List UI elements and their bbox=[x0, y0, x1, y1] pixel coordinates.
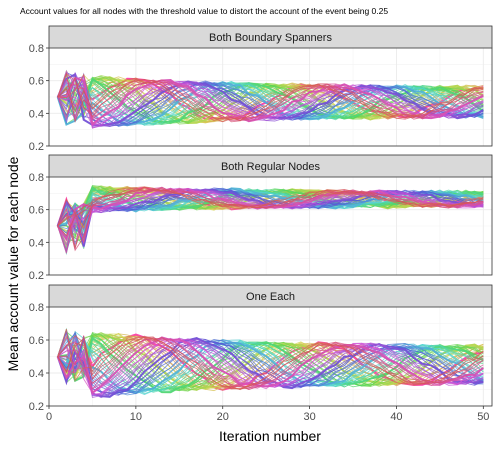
y-tick-label: 0.6 bbox=[29, 335, 44, 347]
facet-label: Both Boundary Spanners bbox=[209, 32, 332, 44]
y-tick-label: 0.4 bbox=[29, 237, 44, 249]
series-line bbox=[57, 81, 484, 129]
series-line bbox=[57, 333, 484, 396]
series-line bbox=[57, 336, 484, 390]
facet-label: Both Regular Nodes bbox=[221, 161, 321, 173]
y-tick-label: 0.6 bbox=[29, 76, 44, 88]
series-line bbox=[57, 71, 484, 123]
y-tick-label: 0.8 bbox=[29, 172, 44, 184]
series-line bbox=[57, 339, 484, 394]
panel-border bbox=[48, 47, 493, 147]
series-line bbox=[57, 79, 484, 120]
y-axis-title: Mean account value for each node bbox=[5, 156, 21, 371]
x-axis: 0 10 20 30 40 50 bbox=[46, 406, 489, 423]
y-tick-label: 0.2 bbox=[29, 270, 44, 282]
x-tick-label: 40 bbox=[390, 411, 402, 423]
series-line bbox=[57, 79, 484, 121]
series-line bbox=[57, 329, 484, 395]
panel-border bbox=[48, 306, 493, 407]
series-line bbox=[57, 77, 484, 123]
x-tick-label: 10 bbox=[130, 411, 142, 423]
y-tick-label: 0.6 bbox=[29, 205, 44, 217]
series-line bbox=[57, 76, 484, 122]
x-tick-label: 30 bbox=[303, 411, 315, 423]
series-line bbox=[57, 187, 484, 237]
series-line bbox=[57, 328, 484, 390]
series-line bbox=[57, 334, 484, 395]
facet-label: One Each bbox=[246, 291, 295, 303]
series-line bbox=[57, 335, 484, 390]
series-line bbox=[57, 186, 484, 229]
x-tick-label: 0 bbox=[46, 411, 52, 423]
series-line bbox=[57, 339, 484, 397]
series-line bbox=[57, 73, 484, 121]
chart-title: Account values for all nodes with the th… bbox=[20, 6, 388, 16]
y-tick-label: 0.2 bbox=[29, 401, 44, 413]
series-group bbox=[56, 327, 484, 399]
series-line bbox=[56, 336, 484, 395]
panels-layer: Both Boundary Spanners 0.2 0.4 0.6 0.8 Both R… bbox=[29, 25, 493, 413]
panel-border bbox=[48, 176, 493, 276]
series-line bbox=[57, 338, 484, 395]
series-line bbox=[57, 186, 484, 250]
y-tick-label: 0.4 bbox=[29, 368, 44, 380]
series-group bbox=[56, 185, 484, 256]
series-line bbox=[57, 335, 484, 391]
series-line bbox=[57, 73, 484, 123]
y-tick-label: 0.8 bbox=[29, 43, 44, 55]
series-line bbox=[57, 330, 484, 397]
x-tick-label: 20 bbox=[217, 411, 229, 423]
y-tick-label: 0.8 bbox=[29, 302, 44, 314]
x-tick-label: 50 bbox=[477, 411, 489, 423]
series-line bbox=[57, 76, 484, 126]
y-tick-label: 0.4 bbox=[29, 108, 44, 120]
series-group bbox=[56, 69, 484, 129]
y-tick-label: 0.2 bbox=[29, 141, 44, 153]
x-axis-title: Iteration number bbox=[219, 428, 321, 444]
